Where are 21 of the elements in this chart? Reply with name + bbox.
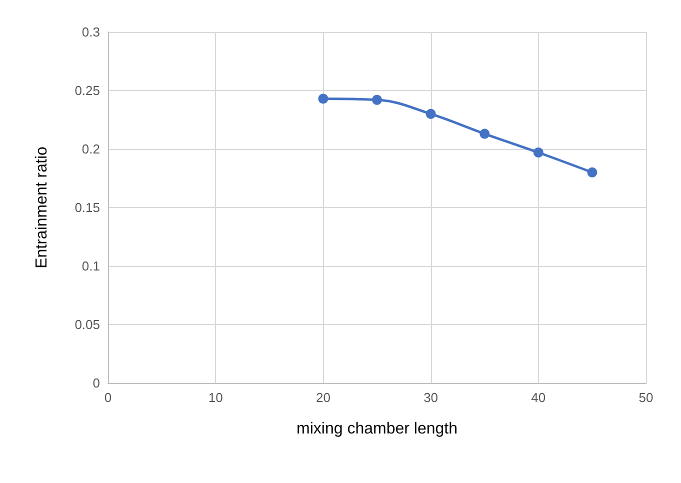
y-axis-title: Entrainment ratio — [34, 146, 50, 268]
y-tick-label: 0.2 — [82, 142, 100, 156]
x-tick-label: 50 — [638, 390, 654, 405]
point — [533, 148, 544, 158]
y-tick-label: 0.05 — [74, 317, 100, 332]
x-axis-title: mixing chamber length — [296, 420, 458, 438]
y-tick-label: 0.25 — [74, 83, 100, 98]
y-tick-label: 0.15 — [74, 200, 100, 215]
y-tick-label: 0 — [92, 376, 100, 390]
x-tick-label: 20 — [316, 390, 330, 405]
y-tick-label: 0.3 — [82, 24, 100, 40]
point — [318, 94, 328, 104]
x-tick-label: 40 — [531, 390, 546, 405]
point — [587, 167, 598, 178]
y-tick-label: 0.1 — [82, 258, 100, 274]
point — [480, 128, 490, 139]
point — [372, 94, 382, 105]
point — [426, 108, 436, 119]
x-tick-label: 30 — [424, 390, 438, 405]
x-tick-label: 10 — [208, 390, 223, 405]
x-tick-label: 0 — [104, 390, 112, 405]
